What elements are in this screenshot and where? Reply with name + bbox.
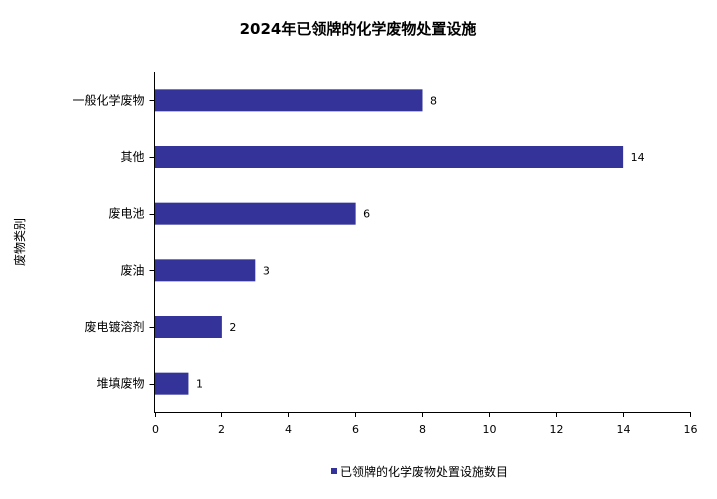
legend-swatch	[331, 468, 337, 474]
bar	[155, 202, 356, 225]
y-axis-title: 废物类别	[12, 218, 27, 266]
data-label: 8	[430, 94, 437, 107]
x-tick-label: 16	[684, 423, 698, 436]
category-label: 废油	[120, 262, 144, 277]
bar	[155, 146, 624, 168]
bar	[155, 372, 189, 395]
category-label: 废电池	[108, 206, 144, 221]
data-label: 6	[363, 208, 370, 221]
legend-label: 已领牌的化学废物处置设施数目	[340, 464, 508, 479]
data-label: 1	[196, 378, 203, 391]
category-label: 其他	[120, 150, 144, 164]
legend: 已领牌的化学废物处置设施数目	[331, 464, 508, 479]
data-label: 2	[229, 321, 236, 334]
bar	[155, 316, 222, 338]
bar	[155, 259, 256, 282]
data-label: 3	[263, 264, 270, 277]
x-tick-label: 8	[419, 423, 426, 436]
category-label: 废电镀溶剂	[84, 319, 144, 334]
bars-layer	[155, 89, 624, 395]
x-tick-label: 2	[218, 423, 225, 436]
chart-title: 2024年已领牌的化学废物处置设施	[240, 20, 477, 38]
x-tick-label: 6	[352, 423, 359, 436]
data-label: 14	[631, 151, 645, 164]
x-tick-label: 0	[152, 423, 159, 436]
x-axis-ticks: 0 2 4 6 8 10 12 14 16	[152, 412, 698, 436]
category-label: 堆填废物	[96, 376, 144, 391]
bar	[155, 89, 423, 112]
data-labels-layer: 8 14 6 3 2 1	[196, 94, 645, 390]
x-tick-label: 4	[285, 423, 292, 436]
x-tick-label: 14	[617, 423, 631, 436]
category-label: 一般化学废物	[72, 92, 144, 107]
x-tick-label: 10	[483, 423, 497, 436]
x-tick-label: 12	[550, 423, 564, 436]
